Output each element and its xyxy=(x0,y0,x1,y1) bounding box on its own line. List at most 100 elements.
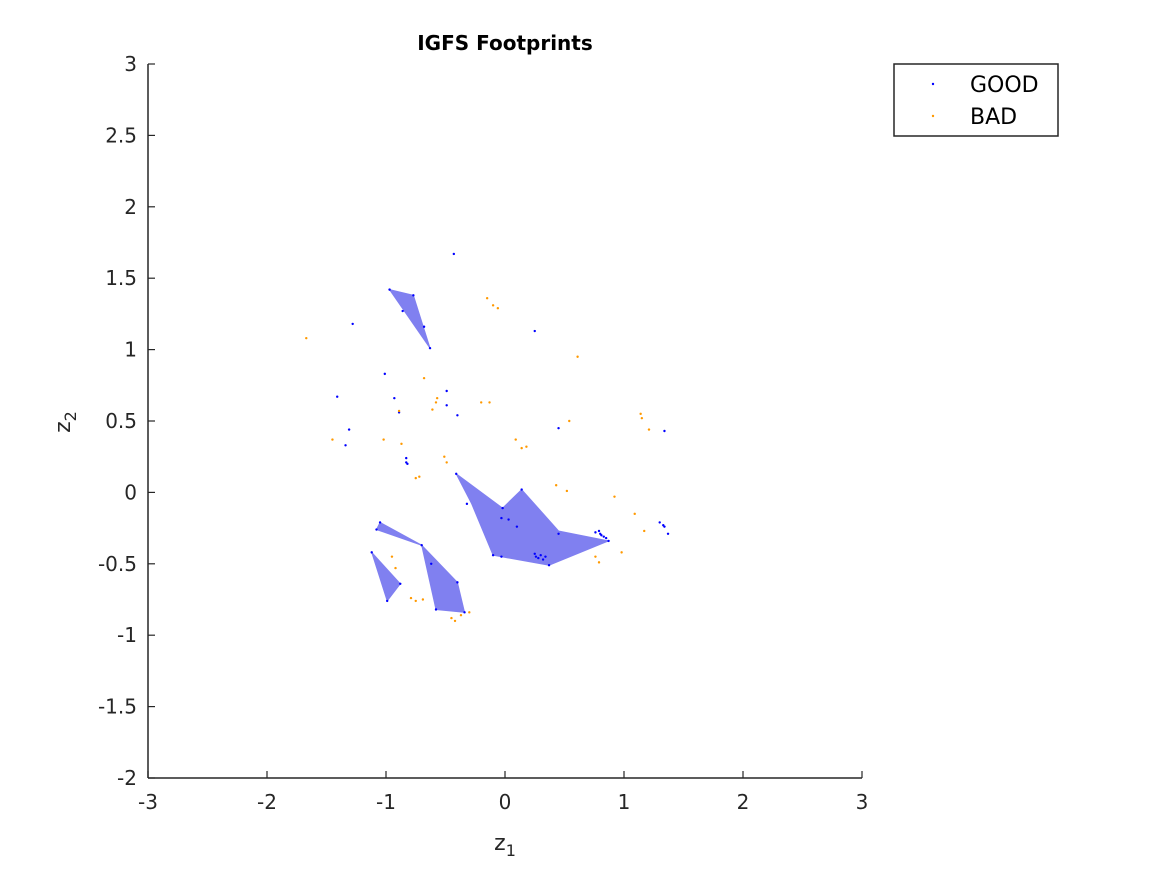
legend-marker-bad xyxy=(931,114,935,118)
point-good xyxy=(520,488,523,491)
point-good xyxy=(405,456,408,460)
point-good xyxy=(351,322,354,326)
y-tick-label: 0.5 xyxy=(105,409,137,433)
point-good xyxy=(452,252,456,256)
point-bad xyxy=(397,409,401,413)
y-tick-label: -1 xyxy=(117,623,137,647)
point-bad xyxy=(422,376,426,380)
y-tick-label: -0.5 xyxy=(98,552,137,576)
x-tick-label: 0 xyxy=(499,790,512,814)
y-tick-label: 2 xyxy=(124,195,137,219)
x-tick-label: -1 xyxy=(376,790,396,814)
point-bad xyxy=(435,396,439,400)
point-good xyxy=(455,472,458,476)
point-bad xyxy=(414,476,417,480)
point-good xyxy=(434,608,438,611)
point-good xyxy=(422,325,426,328)
point-bad xyxy=(443,455,446,458)
points-layer xyxy=(305,252,670,623)
point-good xyxy=(501,506,504,510)
point-good xyxy=(539,554,542,557)
point-good xyxy=(607,539,610,543)
point-bad xyxy=(431,408,434,411)
point-bad xyxy=(459,614,463,617)
legend-label-good: GOOD xyxy=(970,73,1039,98)
point-bad xyxy=(620,551,623,554)
axes: -3 -2 -1 0 1 2 3 -2-1.5-1-0.500.511.522.53 xyxy=(98,52,868,814)
point-bad xyxy=(565,489,569,493)
point-good xyxy=(515,525,519,528)
point-good xyxy=(534,555,538,558)
point-bad xyxy=(305,336,308,340)
point-bad xyxy=(485,296,489,300)
x-tick-label: 1 xyxy=(618,790,631,814)
point-good xyxy=(547,564,551,567)
point-good xyxy=(388,288,391,291)
point-good xyxy=(420,544,423,547)
point-good xyxy=(604,536,608,540)
footprint-polygon xyxy=(388,288,431,349)
x-tick-label: -3 xyxy=(138,790,158,814)
point-good xyxy=(557,426,560,430)
point-bad xyxy=(496,306,500,310)
point-bad xyxy=(613,495,616,498)
point-good xyxy=(378,521,382,524)
x-axis-label-main: z xyxy=(494,831,506,856)
y-axis-label: z2 xyxy=(51,411,80,433)
point-good xyxy=(412,294,415,297)
x-tick-label: 3 xyxy=(856,790,869,814)
point-good xyxy=(375,528,378,531)
point-bad xyxy=(331,438,334,441)
x-ticks: -3 -2 -1 0 1 2 3 xyxy=(138,771,868,814)
footprint-polygon xyxy=(375,521,422,546)
point-good xyxy=(658,521,661,524)
point-bad xyxy=(576,355,579,358)
point-good xyxy=(663,429,666,433)
point-good xyxy=(594,531,597,534)
y-ticks: -2 -1.5 -1 -0.5 0 0.5 1 1.5 2 2.5 3 xyxy=(98,52,155,790)
point-good xyxy=(544,555,547,558)
point-bad xyxy=(468,611,471,614)
point-good xyxy=(445,389,448,393)
x-tick-label: -2 xyxy=(257,790,277,814)
legend: GOOD BAD xyxy=(893,63,1059,137)
point-good xyxy=(393,396,396,400)
footprint-polygon xyxy=(371,552,401,602)
point-good xyxy=(344,444,347,447)
point-bad xyxy=(445,461,448,464)
point-bad xyxy=(568,419,571,423)
point-good xyxy=(456,414,459,417)
y-tick-label: 2.5 xyxy=(105,123,137,147)
point-good xyxy=(385,599,389,603)
point-bad xyxy=(390,555,394,558)
point-good xyxy=(406,462,409,466)
point-bad xyxy=(639,412,642,416)
point-bad xyxy=(450,616,453,620)
point-good xyxy=(430,562,433,565)
y-axis-label-main: z xyxy=(51,421,76,433)
point-good xyxy=(507,518,510,521)
point-bad xyxy=(400,442,403,446)
point-bad xyxy=(421,598,425,601)
point-bad xyxy=(594,555,597,558)
point-bad xyxy=(453,619,457,623)
point-bad xyxy=(647,428,651,431)
point-good xyxy=(428,346,432,350)
point-bad xyxy=(554,484,558,487)
x-tick-label: 2 xyxy=(737,790,750,814)
point-good xyxy=(347,428,351,431)
point-good xyxy=(370,551,373,554)
point-good xyxy=(541,558,545,561)
point-good xyxy=(491,554,495,557)
point-good xyxy=(463,611,466,614)
point-good xyxy=(663,525,666,528)
footprint-polygon xyxy=(420,543,466,613)
point-bad xyxy=(480,401,483,404)
chart-title: IGFS Footprints xyxy=(417,31,593,55)
point-good xyxy=(500,516,503,520)
point-bad xyxy=(382,438,385,441)
legend-marker-good xyxy=(931,82,935,86)
point-good xyxy=(401,309,404,313)
legend-label-bad: BAD xyxy=(970,105,1017,130)
